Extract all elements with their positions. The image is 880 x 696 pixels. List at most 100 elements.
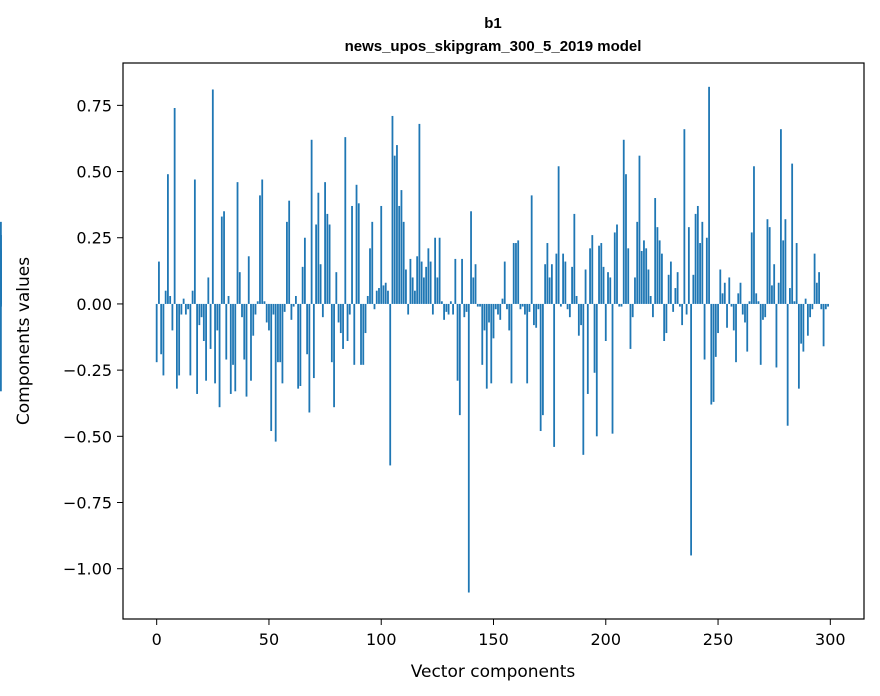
bar: [254, 303, 257, 315]
y-tick-label: 0.00: [76, 295, 112, 314]
bar: [499, 303, 502, 320]
bar: [802, 303, 805, 352]
bar: [483, 303, 486, 331]
bar: [784, 219, 787, 304]
bar: [319, 264, 322, 304]
bar: [288, 200, 291, 304]
bar: [824, 303, 827, 310]
bar: [225, 303, 228, 360]
x-tick-label: 0: [152, 630, 162, 649]
bar: [202, 303, 205, 341]
bar: [786, 303, 789, 426]
bar: [634, 277, 636, 304]
bar: [449, 301, 452, 304]
bar: [732, 303, 735, 331]
bar: [436, 277, 439, 304]
bar: [366, 295, 369, 304]
bar: [0, 301, 2, 304]
bar: [735, 303, 737, 363]
bar: [312, 303, 315, 379]
chart-subtitle: news_upos_skipgram_300_5_2019 model: [345, 38, 642, 55]
bar: [488, 303, 490, 323]
bar: [566, 303, 569, 310]
bar: [508, 303, 511, 331]
bar: [167, 174, 169, 304]
bar: [703, 303, 706, 360]
bar: [229, 303, 232, 394]
bar: [200, 303, 203, 318]
bar: [669, 261, 672, 304]
bar: [283, 303, 286, 312]
bar: [629, 303, 632, 349]
bar: [384, 282, 387, 304]
bar: [476, 303, 479, 307]
bar: [625, 174, 627, 304]
bar: [557, 166, 560, 304]
y-tick-label: 0.25: [76, 229, 112, 248]
bar: [472, 277, 475, 304]
bar: [162, 303, 165, 376]
bar: [223, 211, 225, 304]
bar: [602, 266, 605, 304]
bar: [360, 303, 362, 365]
bar: [687, 227, 690, 304]
bar: [416, 256, 419, 304]
bar: [553, 303, 556, 447]
bar: [535, 303, 538, 328]
bar: [640, 250, 643, 304]
y-axis-label: Components values: [14, 257, 34, 425]
bar: [744, 303, 746, 323]
bar: [741, 303, 744, 315]
bar: [474, 264, 477, 304]
bar: [613, 232, 616, 304]
bar: [198, 303, 201, 326]
bar: [616, 224, 618, 304]
bar: [737, 293, 740, 304]
bar: [667, 274, 670, 304]
bar: [414, 290, 416, 304]
bar: [281, 303, 284, 384]
bar: [777, 282, 780, 304]
bar: [252, 303, 255, 336]
bar: [620, 303, 623, 307]
bar: [232, 303, 234, 365]
bar: [207, 277, 210, 304]
bar: [528, 303, 531, 312]
bar: [180, 303, 183, 315]
bar: [241, 303, 243, 318]
x-tick-label: 100: [366, 630, 397, 649]
y-tick-label: −0.25: [63, 361, 112, 380]
bar: [326, 213, 329, 304]
bar: [717, 303, 719, 334]
bar: [559, 303, 562, 307]
bar: [607, 272, 609, 304]
bar: [440, 301, 443, 304]
bar: [303, 237, 306, 304]
bar: [773, 264, 776, 304]
bar: [652, 303, 654, 318]
bar: [728, 277, 731, 304]
bar: [256, 301, 259, 304]
bar: [793, 301, 796, 304]
bar: [335, 272, 338, 304]
bar: [622, 139, 625, 304]
bar: [193, 179, 196, 304]
bar: [766, 219, 769, 304]
bar: [584, 269, 587, 304]
bar: [272, 303, 275, 315]
bar: [245, 303, 248, 397]
plot-frame: [122, 62, 865, 620]
bar: [510, 303, 513, 384]
bar: [434, 237, 437, 304]
bar: [328, 224, 331, 304]
bar: [497, 303, 499, 315]
bar: [463, 303, 466, 318]
bar: [800, 303, 803, 344]
x-axis-label: Vector components: [411, 662, 576, 682]
bar: [263, 301, 266, 304]
bar: [160, 303, 163, 355]
bar: [371, 221, 374, 304]
bar: [470, 211, 472, 304]
bar: [661, 253, 663, 304]
bar: [780, 129, 782, 304]
